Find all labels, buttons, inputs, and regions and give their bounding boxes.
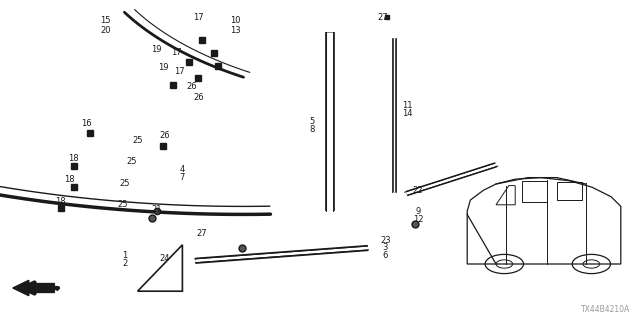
Text: FR.: FR. <box>40 283 59 293</box>
Text: 5: 5 <box>310 117 315 126</box>
Text: 18: 18 <box>68 154 79 163</box>
Text: 25: 25 <box>132 136 143 145</box>
Text: 9: 9 <box>415 207 420 216</box>
Text: FR.: FR. <box>35 283 53 293</box>
Text: 20: 20 <box>100 26 111 35</box>
Text: 22: 22 <box>412 186 422 195</box>
Text: 12: 12 <box>413 215 423 224</box>
Text: 1: 1 <box>122 252 127 260</box>
Text: 6: 6 <box>383 251 388 260</box>
Text: 14: 14 <box>402 109 412 118</box>
Text: 25: 25 <box>120 180 130 188</box>
Text: 25: 25 <box>118 200 128 209</box>
Text: 26: 26 <box>193 93 204 102</box>
Text: 18: 18 <box>64 175 74 184</box>
Text: 16: 16 <box>81 119 92 128</box>
Text: 24: 24 <box>160 254 170 263</box>
Text: 19: 19 <box>158 63 168 72</box>
Text: 3: 3 <box>383 244 388 252</box>
Text: 23: 23 <box>380 236 390 245</box>
Text: 17: 17 <box>193 13 204 22</box>
Text: 21: 21 <box>152 205 162 214</box>
Text: 4: 4 <box>180 165 185 174</box>
Text: 26: 26 <box>187 82 197 91</box>
Text: 13: 13 <box>230 26 241 35</box>
Text: 25: 25 <box>126 157 136 166</box>
Text: 26: 26 <box>160 132 170 140</box>
Text: 2: 2 <box>122 259 127 268</box>
Text: 17: 17 <box>174 68 184 76</box>
Text: 27: 27 <box>378 13 388 22</box>
Text: 27: 27 <box>196 229 207 238</box>
Text: 15: 15 <box>100 16 111 25</box>
Text: 7: 7 <box>180 173 185 182</box>
Text: 11: 11 <box>402 101 412 110</box>
Text: TX44B4210A: TX44B4210A <box>581 305 630 314</box>
Text: 19: 19 <box>152 45 162 54</box>
Text: 18: 18 <box>56 197 66 206</box>
Text: 10: 10 <box>230 16 241 25</box>
Text: 17: 17 <box>171 48 181 57</box>
FancyArrow shape <box>13 280 54 296</box>
Text: 8: 8 <box>310 125 315 134</box>
